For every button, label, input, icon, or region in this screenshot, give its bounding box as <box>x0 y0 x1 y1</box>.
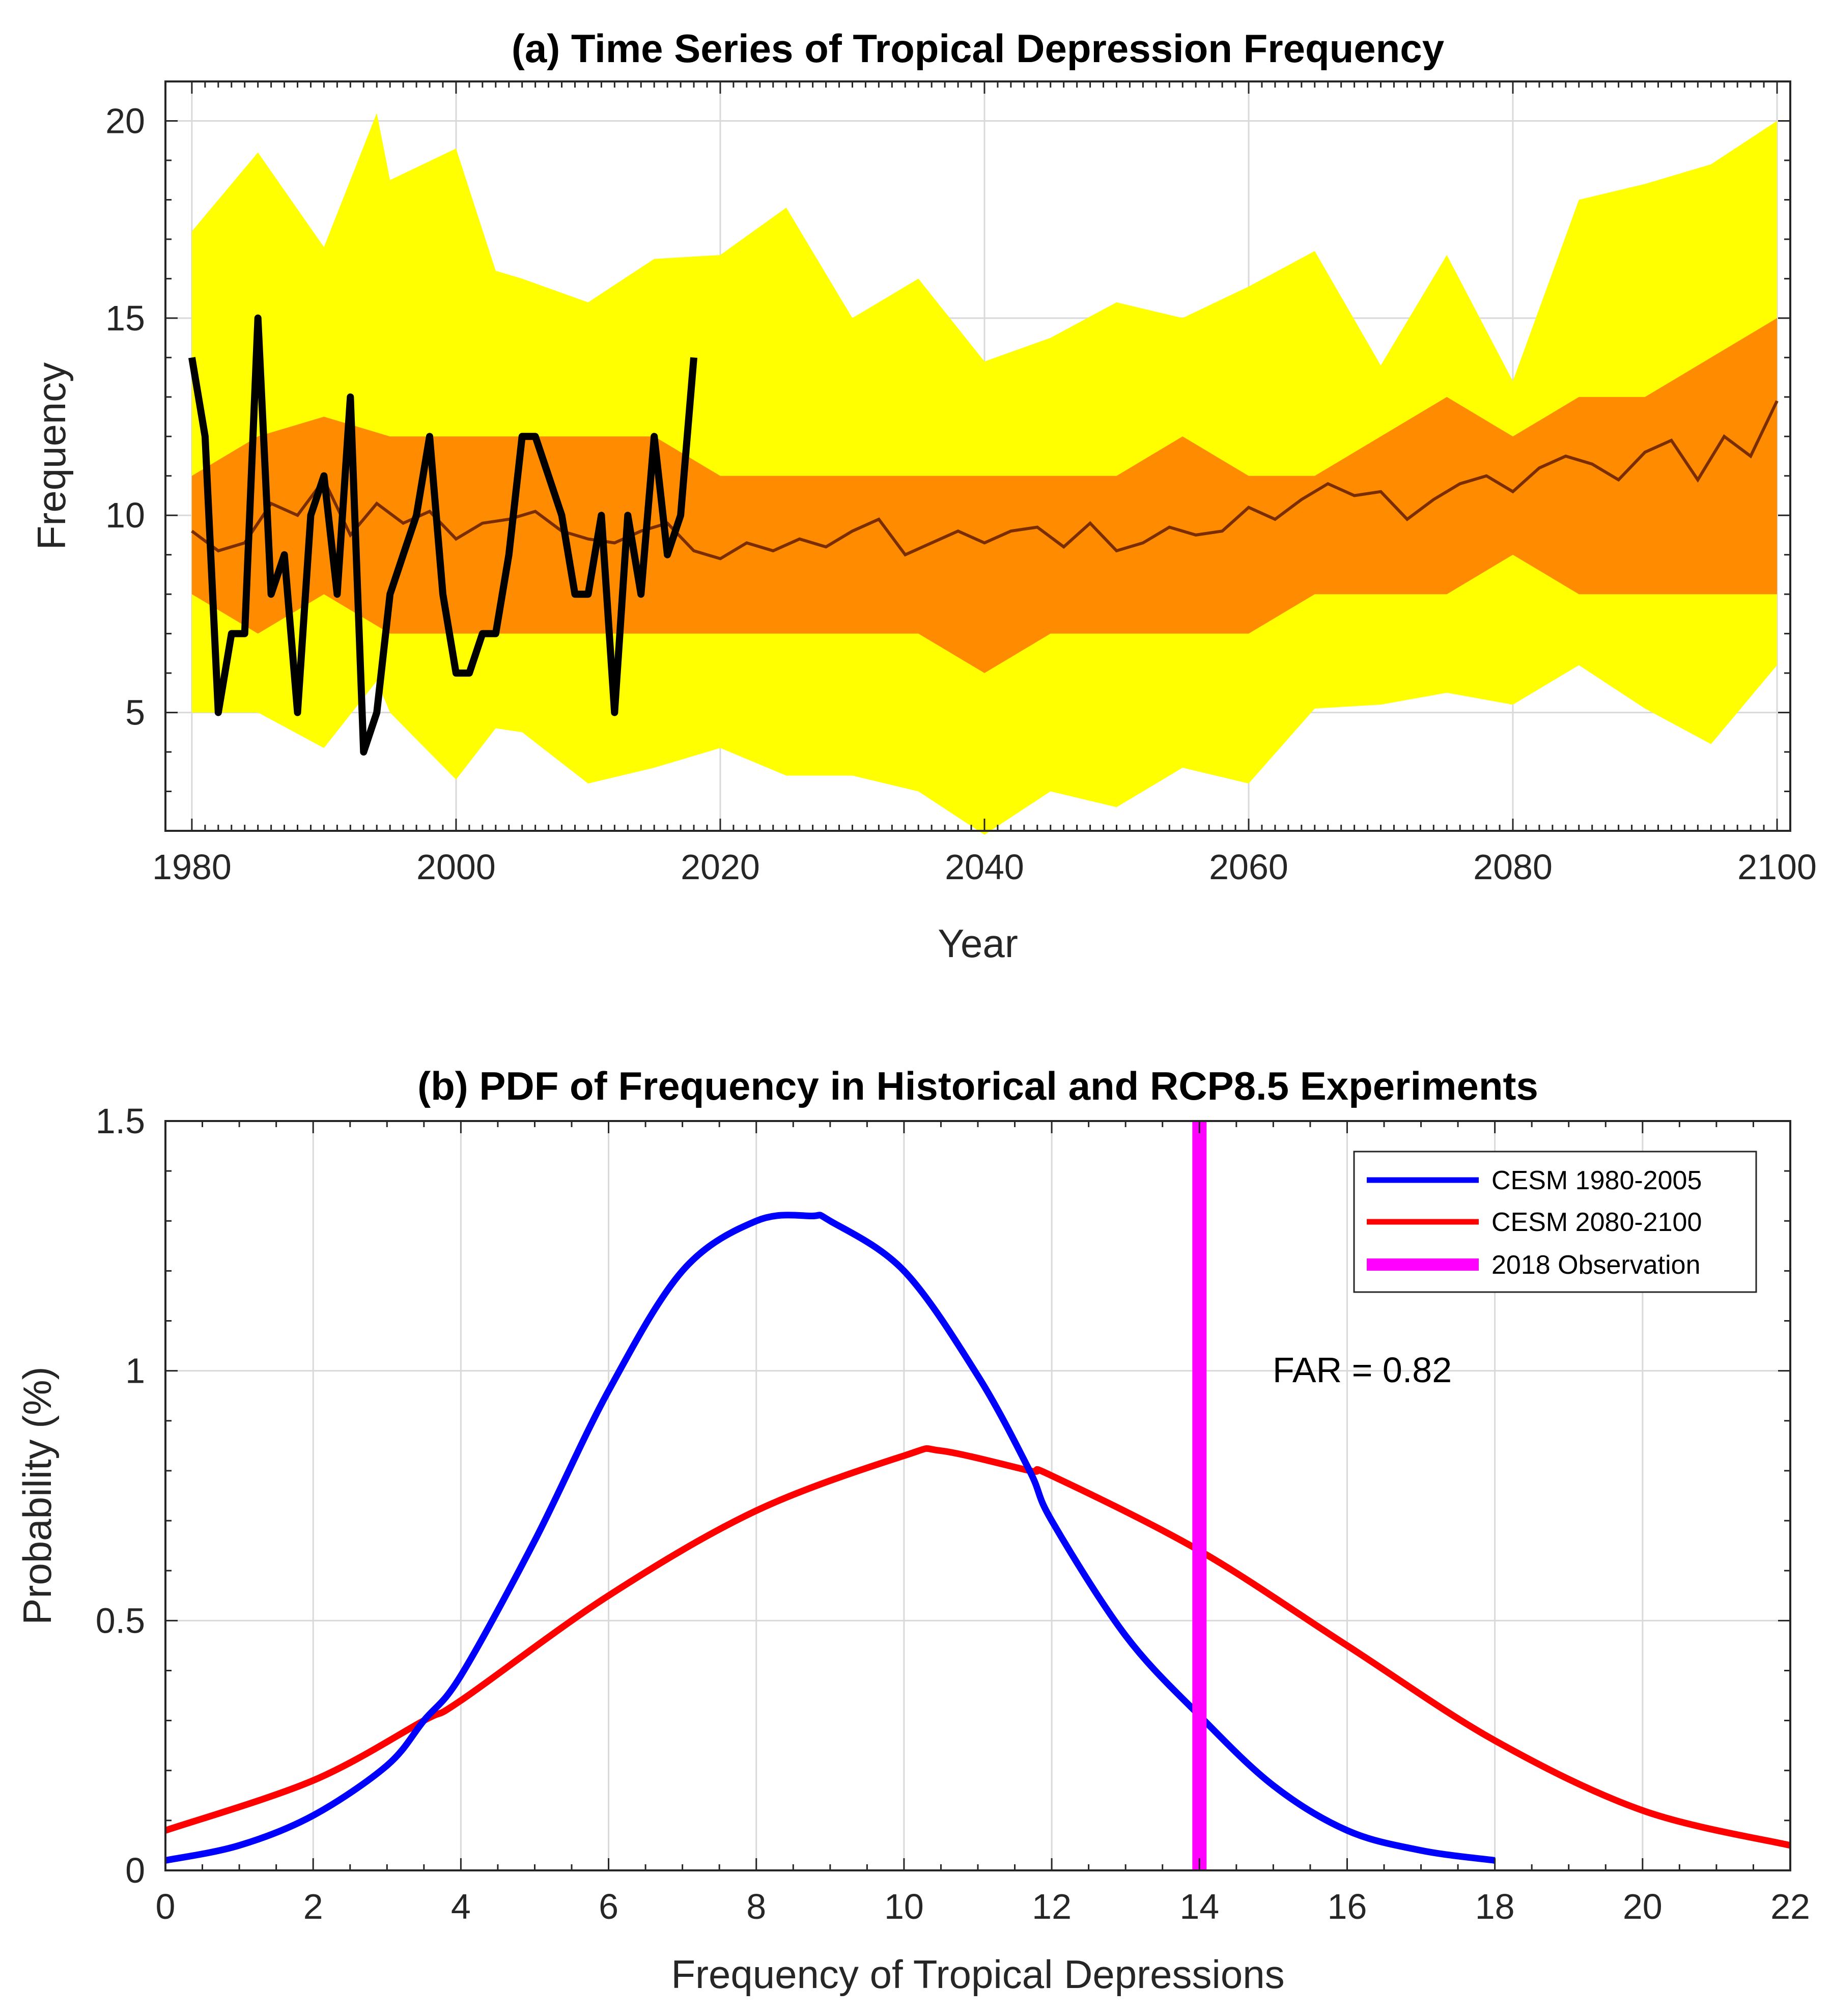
cesm-2080-2100-curve <box>164 1445 1791 1849</box>
x-tick-label: 10 <box>884 1887 924 1926</box>
x-tick-label: 4 <box>451 1887 471 1926</box>
y-tick-label: 10 <box>105 495 145 535</box>
x-tick-labels-a: 1980 2000 2020 2040 2060 2080 2100 <box>152 847 1817 887</box>
x-tick-label: 2000 <box>416 847 496 887</box>
x-tick-label: 12 <box>1032 1887 1072 1926</box>
y-tick-label: 0.5 <box>96 1601 145 1640</box>
panel-b: 0 2 4 6 8 10 12 14 16 18 20 22 0 0.5 1 1.5 (b) PDF of … <box>15 1063 1810 1997</box>
y-tick-label: 1.5 <box>96 1101 145 1141</box>
x-tick-label: 2040 <box>945 847 1024 887</box>
x-axis-label-b: Frequency of Tropical Depressions <box>671 1952 1284 1997</box>
far-annotation: FAR = 0.82 <box>1273 1350 1452 1390</box>
legend-label-cesm-2080-2100: CESM 2080-2100 <box>1491 1208 1702 1237</box>
x-tick-label: 6 <box>599 1887 618 1926</box>
ticks-b <box>164 1120 1791 1871</box>
x-tick-label: 20 <box>1623 1887 1663 1926</box>
legend: CESM 1980-2005 CESM 2080-2100 2018 Obser… <box>1353 1151 1757 1293</box>
x-tick-label: 8 <box>746 1887 766 1926</box>
y-axis-label-a: Frequency <box>29 362 74 550</box>
x-tick-label: 22 <box>1770 1887 1810 1926</box>
y-tick-labels-a: 5 10 15 20 <box>105 101 145 732</box>
x-tick-label: 18 <box>1475 1887 1515 1926</box>
axes-box-a <box>164 80 1791 832</box>
y-tick-label: 1 <box>125 1351 145 1391</box>
observed-line <box>188 314 697 756</box>
y-tick-label: 15 <box>105 298 145 338</box>
y-tick-label: 5 <box>125 693 145 733</box>
panel-a: 1980 2000 2020 2040 2060 2080 2100 5 10 15 20 (a)… <box>29 26 1817 966</box>
y-tick-labels-b: 0 0.5 1 1.5 <box>96 1101 145 1890</box>
outer-band-area <box>191 113 1778 835</box>
ticks-a <box>165 80 1790 831</box>
chart-title-a: (a) Time Series of Tropical Depression F… <box>512 26 1444 71</box>
x-tick-labels-b: 0 2 4 6 8 10 12 14 16 18 20 22 <box>156 1887 1810 1926</box>
x-tick-label: 2020 <box>681 847 760 887</box>
ensemble-mean-line <box>191 400 1779 561</box>
x-tick-label: 0 <box>156 1887 176 1926</box>
chart-title-b: (b) PDF of Frequency in Historical and R… <box>417 1063 1538 1108</box>
x-tick-label: 2100 <box>1737 847 1817 887</box>
legend-label-cesm-1980-2005: CESM 1980-2005 <box>1491 1166 1702 1195</box>
x-tick-label: 16 <box>1328 1887 1367 1926</box>
x-tick-label: 14 <box>1179 1887 1219 1926</box>
x-axis-label-a: Year <box>938 921 1018 966</box>
x-tick-label: 1980 <box>152 847 232 887</box>
y-tick-label: 20 <box>105 101 145 141</box>
x-tick-label: 2 <box>303 1887 323 1926</box>
y-tick-label: 0 <box>125 1851 145 1890</box>
cesm-1980-2005-curve <box>164 1212 1496 1864</box>
x-tick-label: 2060 <box>1209 847 1288 887</box>
y-axis-label-b: Probability (%) <box>15 1366 60 1625</box>
x-tick-label: 2080 <box>1473 847 1553 887</box>
legend-label-observation-2018: 2018 Observation <box>1491 1250 1701 1280</box>
